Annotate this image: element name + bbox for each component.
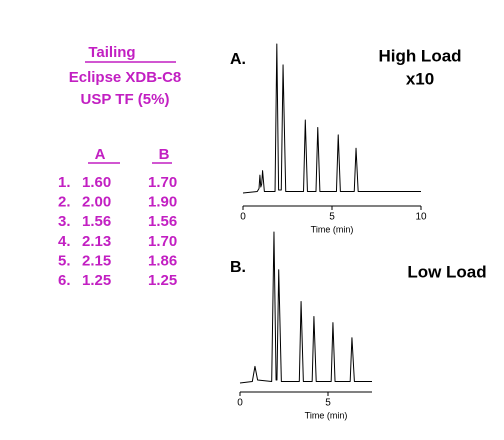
chart-title: B. — [230, 259, 246, 276]
x-axis-label: Time (min) — [305, 410, 348, 420]
table-cell: 1.70 — [148, 174, 177, 191]
table-subtitle: USP TF (5%) — [81, 91, 170, 108]
table-cell: 1.25 — [82, 272, 111, 289]
annotation: x10 — [406, 69, 434, 88]
x-tick-label: 10 — [415, 212, 427, 223]
chart-title: A. — [230, 51, 246, 68]
column-header: B — [159, 146, 170, 163]
annotation: High Load — [378, 46, 461, 65]
table-cell: 1.70 — [148, 233, 177, 250]
table-cell: 2.00 — [82, 194, 111, 211]
table-cell: 1.25 — [148, 272, 177, 289]
trace — [239, 231, 372, 384]
table-cell: 2.15 — [82, 252, 111, 269]
table-cell: 4. — [58, 233, 71, 250]
x-tick-label: 5 — [329, 212, 335, 223]
column-header: A — [95, 146, 106, 163]
table-title: Tailing — [88, 44, 135, 61]
table-cell: 1.90 — [148, 194, 177, 211]
table-cell: 1. — [58, 174, 71, 191]
annotation: Low Load — [407, 262, 486, 281]
table-cell: 5. — [58, 252, 71, 269]
x-axis-label: Time (min) — [311, 224, 354, 234]
table-cell: 3. — [58, 213, 71, 230]
table-cell: 6. — [58, 272, 71, 289]
table-cell: 1.56 — [82, 213, 111, 230]
table-subtitle: Eclipse XDB-C8 — [69, 69, 182, 86]
x-tick-label: 0 — [237, 398, 243, 409]
table-cell: 1.60 — [82, 174, 111, 191]
trace — [242, 43, 421, 194]
table-cell: 1.56 — [148, 213, 177, 230]
x-tick-label: 5 — [325, 398, 331, 409]
table-cell: 2. — [58, 194, 71, 211]
x-tick-label: 0 — [240, 212, 246, 223]
table-cell: 1.86 — [148, 252, 177, 269]
table-cell: 2.13 — [82, 233, 111, 250]
